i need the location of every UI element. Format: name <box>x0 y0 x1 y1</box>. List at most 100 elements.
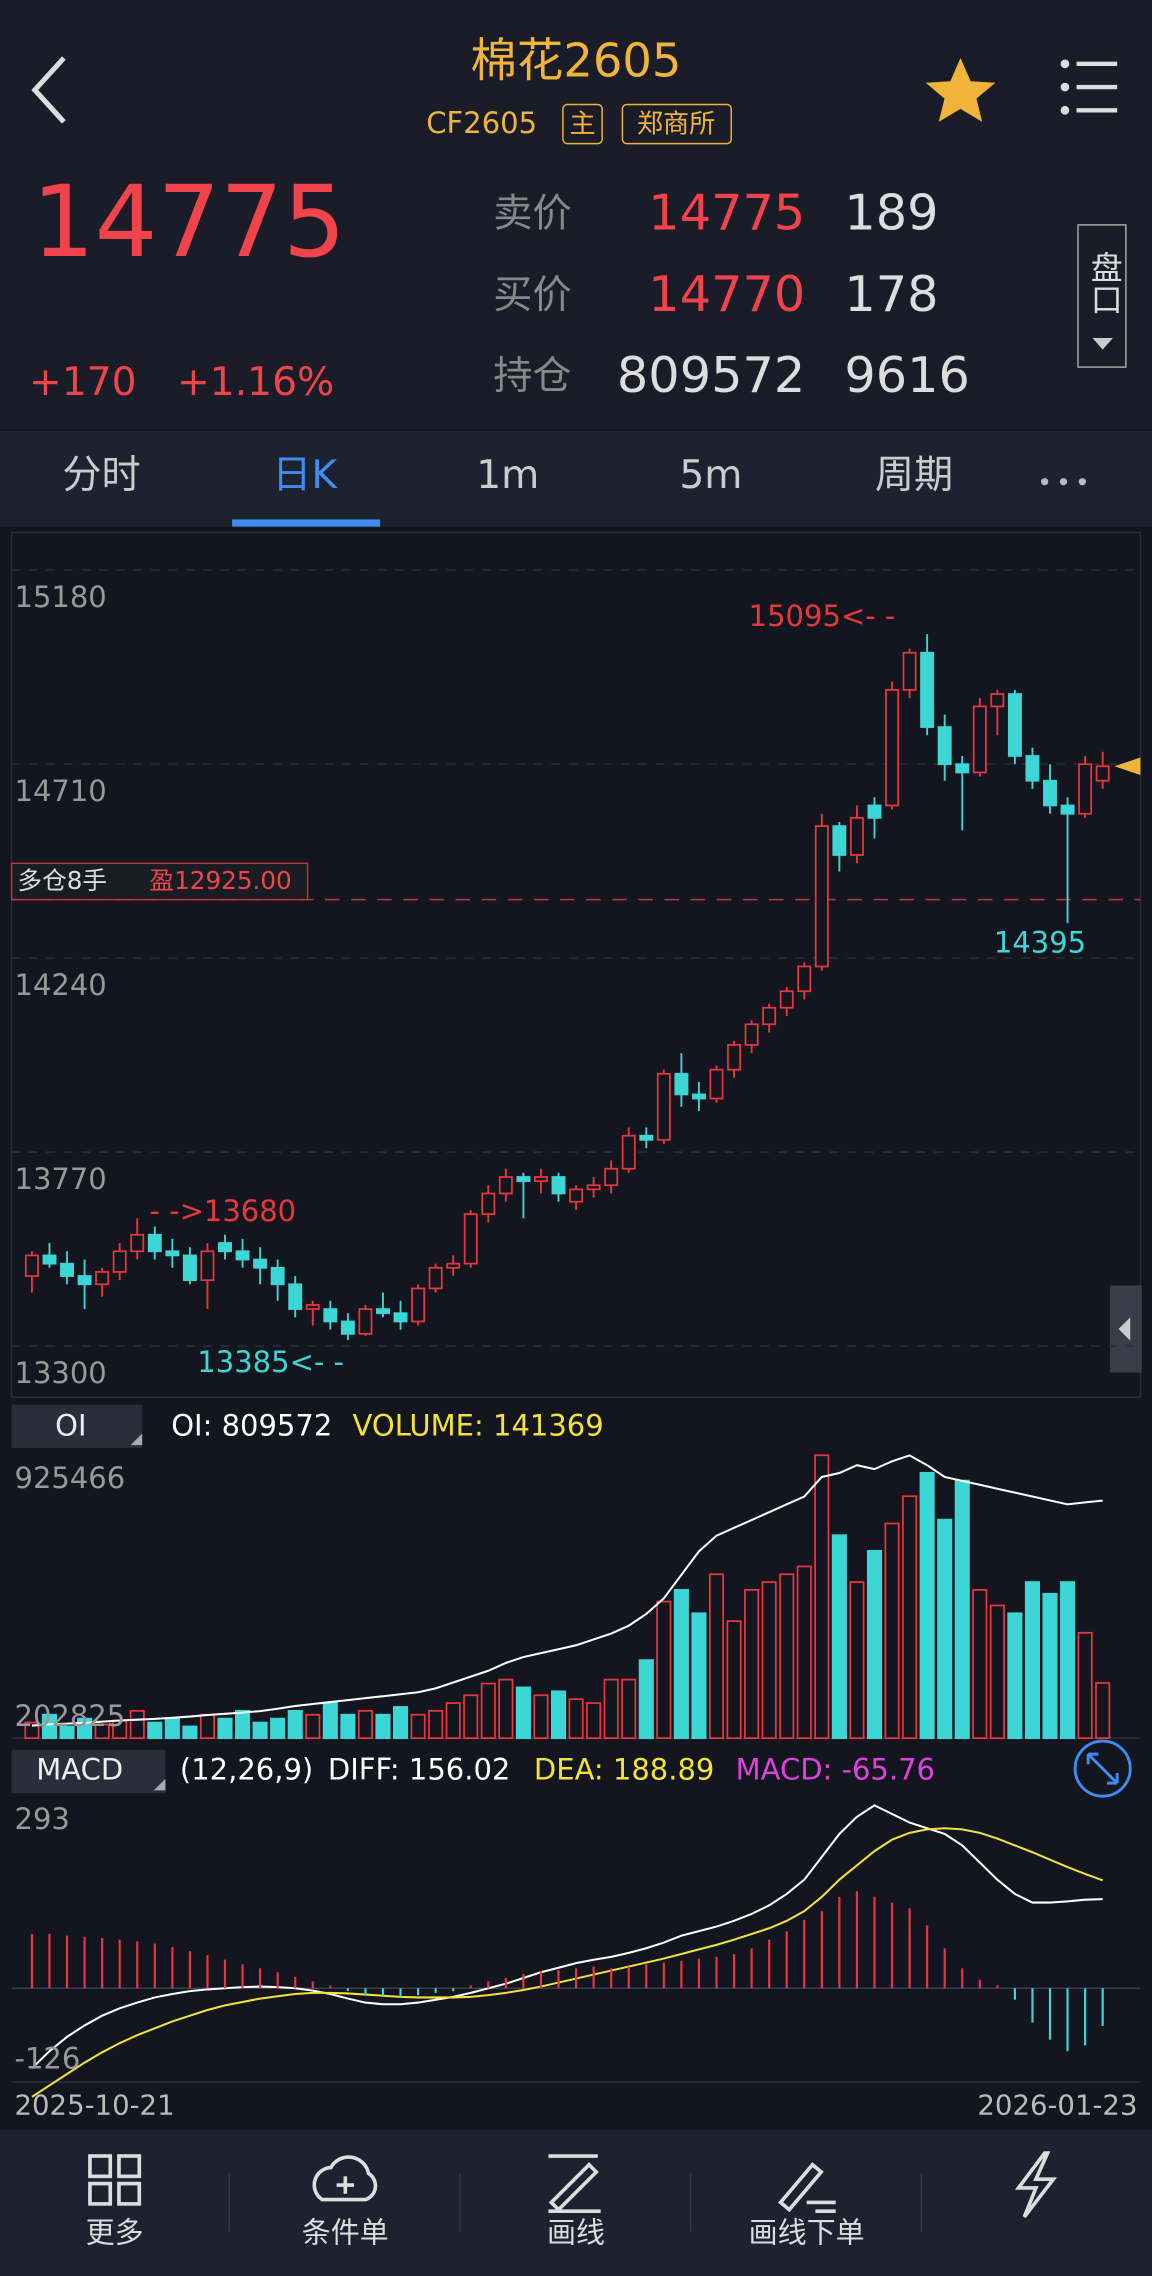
y2-tick-label: 202825 <box>15 1699 126 1733</box>
candle-body <box>1095 765 1110 782</box>
quote-rows: 卖价 14775 189 买价 14770 178 持仓 809572 9616 <box>493 184 970 404</box>
quote-qty: 189 <box>844 184 938 242</box>
volume-bar <box>708 1573 725 1740</box>
tab[interactable]: 分时 <box>62 453 140 498</box>
volume-bar <box>586 1702 602 1740</box>
candle-body <box>95 1271 110 1286</box>
expand-icon <box>1086 1752 1119 1785</box>
candle-body <box>709 1068 724 1100</box>
candle-body <box>60 1262 74 1277</box>
volume-bar <box>1060 1581 1076 1740</box>
candle-body <box>147 1233 162 1253</box>
volume-bar <box>884 1522 900 1740</box>
candle-body <box>674 1072 689 1096</box>
tab[interactable]: 5m <box>679 453 742 498</box>
plots: 13300 13770 14240 14710 15180 多仓8手 盈12925.00 15… <box>10 569 1141 2098</box>
y-tick-label: 15180 <box>15 580 107 614</box>
candle-body <box>218 1242 232 1253</box>
candle-body <box>779 990 794 1009</box>
expand-button[interactable] <box>1073 1739 1132 1798</box>
candle-body <box>358 1308 373 1335</box>
code: CF2605 <box>426 106 537 140</box>
volume-bar <box>1007 1612 1023 1740</box>
menu-button[interactable] <box>1060 59 1118 115</box>
volume-bar <box>954 1479 970 1740</box>
depth-button[interactable] <box>1077 224 1127 368</box>
volume-bar <box>252 1721 268 1740</box>
y-tick-label: 14710 <box>15 774 107 808</box>
candle-body <box>516 1176 531 1182</box>
volume-bar <box>94 1723 110 1740</box>
more-tabs[interactable] <box>1041 478 1086 486</box>
tag-box <box>621 103 732 145</box>
quote-label: 卖价 <box>493 192 571 237</box>
position-label: 多仓8手 <box>17 866 107 895</box>
candle-body <box>639 1134 654 1141</box>
depth-label: 盘口 <box>1086 251 1124 315</box>
oi-line <box>31 1454 1103 1727</box>
candle-body <box>902 651 917 691</box>
nav-label[interactable]: 画线下单 <box>749 2215 865 2249</box>
y-tick-label: 13770 <box>15 1162 107 1196</box>
candle-body <box>24 1254 39 1277</box>
volume-bar <box>270 1717 286 1740</box>
favorite-star[interactable] <box>925 58 996 122</box>
start-date: 2025-10-21 <box>15 2090 175 2122</box>
candle-body <box>463 1213 478 1265</box>
tag: 主 <box>569 109 595 139</box>
candle-body <box>604 1167 619 1187</box>
chart-frame <box>10 531 1142 1398</box>
back-button[interactable] <box>31 56 66 124</box>
y-tick-label: -126 <box>15 2041 81 2075</box>
volume-bar <box>989 1604 1005 1740</box>
candle-body <box>235 1250 250 1261</box>
candle-body <box>656 1072 671 1141</box>
macd-selector[interactable] <box>11 1749 166 1794</box>
candle-body <box>621 1134 636 1170</box>
volume-bar <box>305 1713 321 1740</box>
candle-body <box>955 763 970 774</box>
candle-body <box>990 693 1005 708</box>
volume-bar <box>603 1678 619 1740</box>
macd-line <box>31 1804 1103 2070</box>
y-tick-label: 14240 <box>15 968 107 1002</box>
candle-body <box>130 1233 145 1253</box>
volume-bar <box>1042 1592 1058 1740</box>
volume-bar <box>533 1694 549 1740</box>
last-price: 14775 <box>32 165 346 280</box>
volume-bar <box>902 1495 918 1740</box>
nav-label[interactable]: 画线 <box>547 2215 605 2249</box>
oi-selector[interactable] <box>11 1404 143 1448</box>
candle-body <box>305 1304 320 1310</box>
candle-body <box>937 726 952 766</box>
volume-bar <box>445 1702 461 1740</box>
macd-selector-label: MACD <box>36 1753 123 1787</box>
quote-label: 买价 <box>493 273 571 318</box>
candle-body <box>270 1266 285 1286</box>
volume-bar <box>129 1709 145 1740</box>
candle-body <box>481 1192 496 1215</box>
title: 棉花2605 <box>471 33 682 87</box>
candle-body <box>569 1188 584 1203</box>
candle-body <box>797 965 812 993</box>
tab-indicator <box>232 519 381 527</box>
quote-price: 14770 <box>648 265 805 323</box>
volume-bar <box>322 1702 338 1740</box>
volume-bar <box>937 1518 953 1740</box>
candle-body <box>885 689 899 807</box>
tab[interactable]: 1m <box>476 453 539 498</box>
candle-body <box>832 825 847 856</box>
nav-label[interactable]: 更多 <box>86 2215 144 2249</box>
candle-body <box>323 1308 338 1323</box>
quote-price: 14775 <box>648 184 805 242</box>
nav-separators <box>228 2173 923 2232</box>
nav-label[interactable]: 条件单 <box>302 2215 389 2249</box>
candle-body <box>340 1320 355 1335</box>
volume-bar <box>392 1706 409 1740</box>
tab[interactable]: 日K <box>272 453 338 498</box>
macd-line <box>31 1827 1104 2098</box>
oi-label: OI: 809572 <box>171 1409 332 1443</box>
tab[interactable]: 周期 <box>875 453 953 498</box>
candle-body <box>182 1254 197 1282</box>
